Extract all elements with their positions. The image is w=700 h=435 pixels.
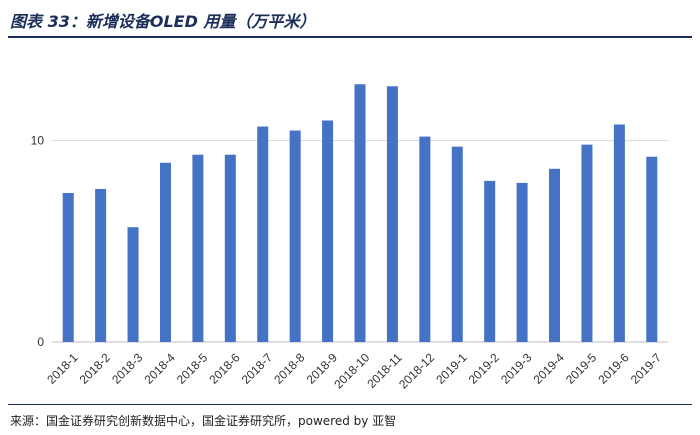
bar: [224, 154, 236, 342]
x-tick-label: 2019-3: [498, 350, 535, 387]
x-tick-label: 2019-2: [466, 350, 503, 387]
bar: [257, 126, 269, 342]
bar: [613, 124, 625, 342]
bar: [549, 168, 561, 342]
x-tick-label: 2018-5: [174, 350, 211, 387]
bar: [581, 144, 593, 342]
x-tick-label: 2018-4: [141, 350, 178, 387]
bar-chart: 0 10 2018-12018-22018-32018-42018-52018-6…: [31, 84, 668, 391]
x-tick-label: 2018-8: [271, 350, 308, 387]
chart-title: 图表 33：新增设备OLED 用量（万平米）: [10, 12, 316, 31]
bar: [419, 136, 431, 342]
bar: [159, 162, 171, 342]
x-tick-label: 2018-6: [206, 350, 243, 387]
source-note: 来源：国金证券研究创新数据中心，国金证券研究所，powered by 亚智: [10, 414, 397, 428]
x-tick-label: 2019-6: [595, 350, 632, 387]
x-tick-label: 2018-1: [44, 350, 81, 387]
x-tick-label: 2019-1: [433, 350, 470, 387]
bar: [386, 86, 398, 342]
y-tick-label: 0: [37, 335, 44, 349]
bar: [127, 227, 139, 342]
footer-divider: [8, 404, 692, 405]
bar: [289, 130, 301, 342]
bar: [322, 120, 334, 342]
x-tick-label: 2019-7: [628, 350, 665, 387]
bar: [354, 84, 366, 342]
x-tick-label: 2018-12: [396, 350, 437, 391]
bar: [192, 154, 204, 342]
y-axis-ticks: 0 10: [31, 134, 45, 349]
bar: [484, 180, 496, 342]
x-tick-label: 2019-5: [563, 350, 600, 387]
bar: [95, 188, 107, 342]
bar: [451, 146, 463, 342]
x-tick-label: 2018-7: [239, 350, 276, 387]
x-tick-label: 2019-4: [531, 350, 568, 387]
y-tick-label: 10: [31, 134, 45, 148]
x-tick-label: 2018-3: [109, 350, 146, 387]
bar: [516, 182, 528, 342]
x-tick-label: 2018-10: [331, 350, 372, 391]
title-divider: [8, 36, 692, 38]
x-tick-label: 2018-2: [77, 350, 114, 387]
bars: [62, 84, 658, 342]
bar: [62, 192, 74, 342]
bar: [646, 156, 658, 342]
x-axis-ticks: 2018-12018-22018-32018-42018-52018-62018…: [44, 350, 664, 391]
